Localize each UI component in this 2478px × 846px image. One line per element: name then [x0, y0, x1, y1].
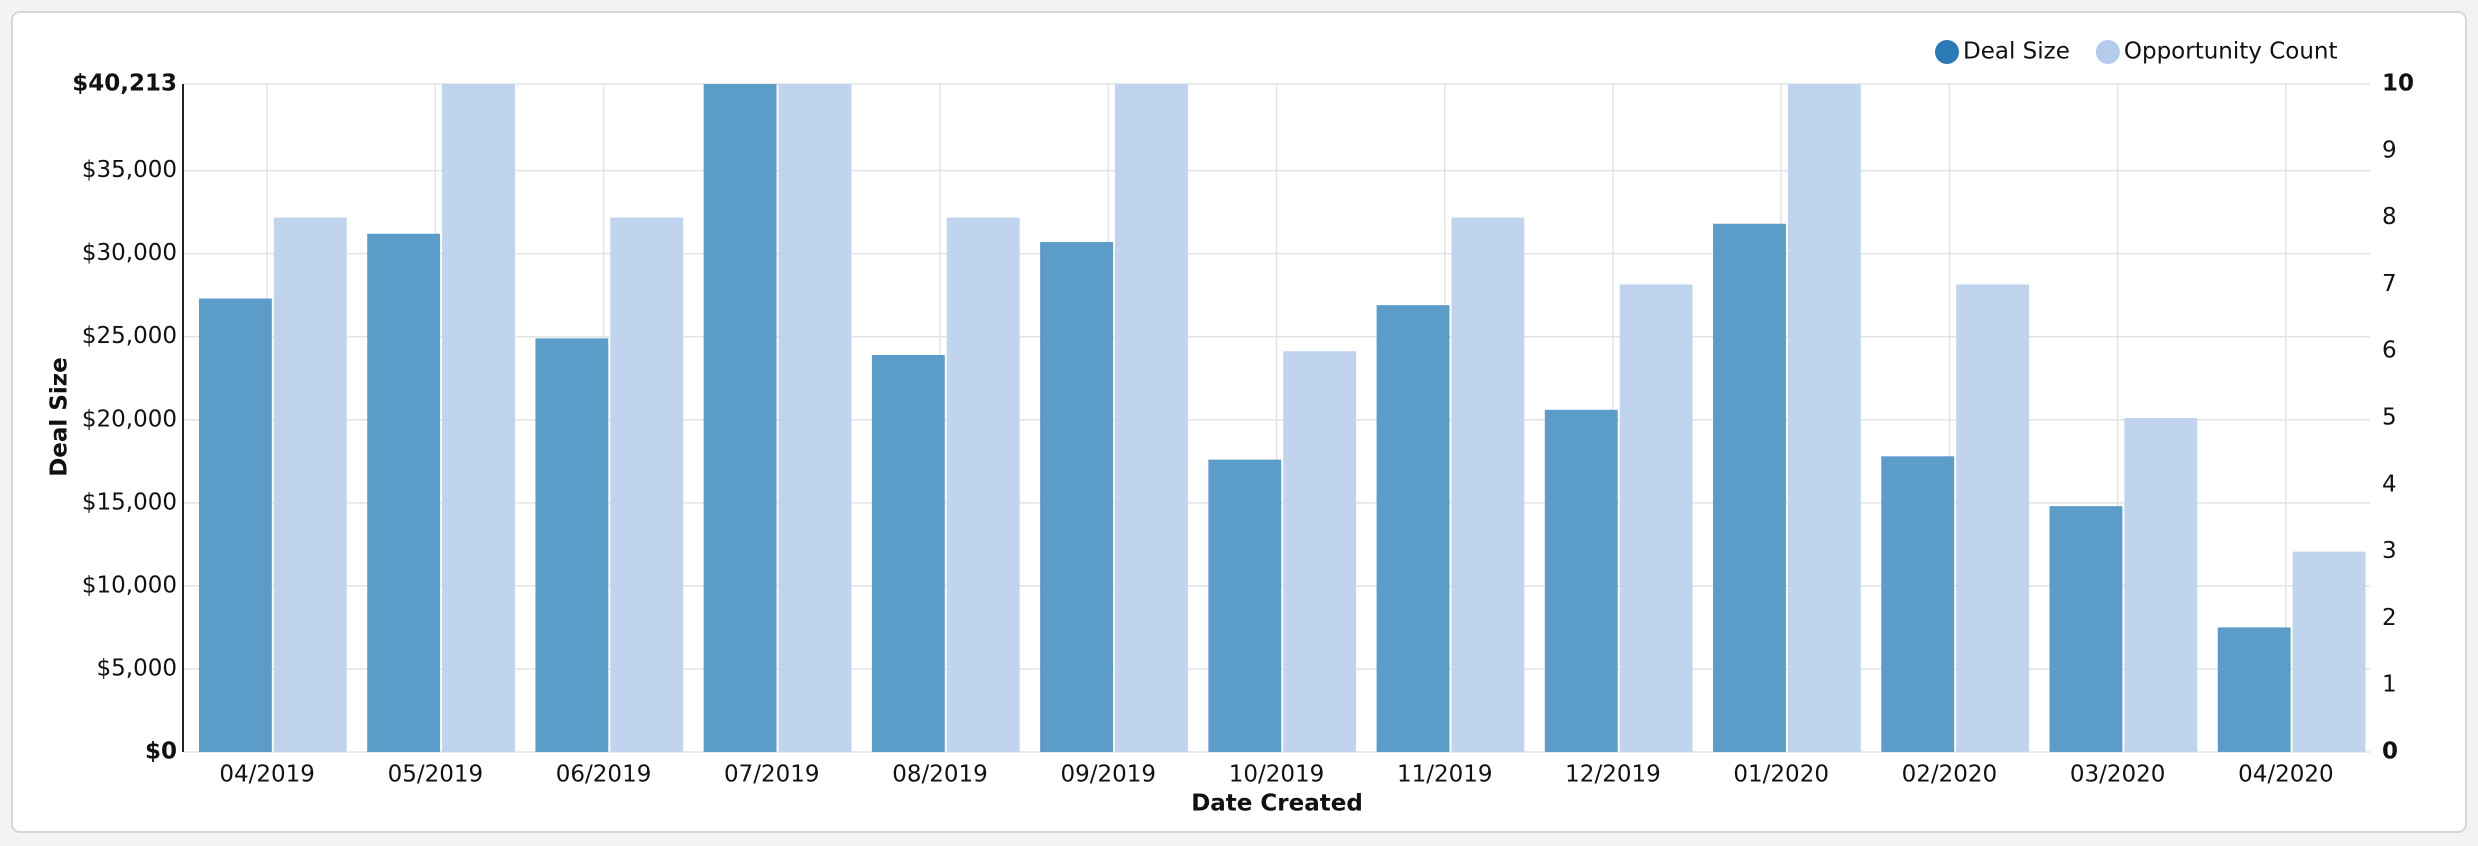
- x-tick-label: 12/2019: [1565, 762, 1661, 788]
- bar: [2217, 627, 2291, 752]
- bar: [2049, 506, 2123, 752]
- y2-tick-label: 6: [2382, 338, 2397, 364]
- bar: [1544, 409, 1618, 752]
- y2-tick-label: 1: [2382, 672, 2397, 698]
- bar: [2124, 418, 2198, 752]
- x-tick-label: 01/2020: [1733, 762, 1829, 788]
- bar: [1376, 305, 1450, 752]
- y-tick-label: $35,000: [82, 157, 177, 183]
- x-tick-label: 11/2019: [1397, 762, 1493, 788]
- bar: [198, 298, 272, 752]
- y-tick-label: $40,213: [72, 71, 177, 97]
- y-tick-label: $20,000: [82, 406, 177, 432]
- x-tick-label: 04/2020: [2238, 762, 2334, 788]
- x-axis-title: Date Created: [1191, 791, 1363, 817]
- bar: [1956, 284, 2030, 752]
- y2-tick-label: 7: [2382, 271, 2397, 297]
- y2-tick-label: 10: [2382, 71, 2414, 97]
- x-tick-label: 10/2019: [1229, 762, 1325, 788]
- bar: [871, 354, 945, 752]
- bar: [1040, 242, 1113, 752]
- legend-swatch: [2095, 40, 2120, 64]
- bar: [1713, 223, 1786, 752]
- y-tick-label: $10,000: [82, 572, 177, 598]
- legend-label: Deal Size: [1963, 39, 2070, 65]
- bar: [1619, 284, 1693, 752]
- x-tick-label: 03/2020: [2070, 762, 2166, 788]
- bar: [1283, 351, 1357, 752]
- y2-tick-label: 3: [2382, 538, 2397, 564]
- bar: [1787, 84, 1861, 752]
- y2-tick-label: 2: [2382, 605, 2397, 631]
- legend-label: Opportunity Count: [2124, 39, 2338, 65]
- bar: [2292, 551, 2366, 752]
- x-tick-label: 02/2020: [1902, 762, 1998, 788]
- y-tick-label: $30,000: [82, 240, 177, 266]
- y-tick-label: $5,000: [97, 655, 177, 681]
- bar: [946, 217, 1020, 753]
- y2-tick-label: 9: [2382, 137, 2397, 163]
- y2-tick-label: 0: [2382, 739, 2398, 765]
- y2-tick-label: 4: [2382, 471, 2397, 497]
- bar: [273, 217, 347, 753]
- bar: [367, 233, 441, 752]
- bar: [1881, 456, 1955, 752]
- bar: [703, 84, 777, 752]
- bar: [610, 217, 684, 753]
- bar: [778, 84, 852, 752]
- bar: [1451, 217, 1525, 753]
- y-axis-title: Deal Size: [47, 357, 73, 477]
- x-tick-label: 05/2019: [388, 762, 484, 788]
- x-tick-label: 07/2019: [724, 762, 820, 788]
- bar: [535, 338, 609, 752]
- bar: [1208, 459, 1282, 752]
- legend-swatch: [1935, 40, 1959, 64]
- x-tick-label: 06/2019: [556, 762, 652, 788]
- x-tick-label: 09/2019: [1060, 762, 1156, 788]
- x-tick-label: 04/2019: [219, 762, 315, 788]
- y-tick-label: $25,000: [82, 323, 177, 349]
- y-tick-label: $0: [145, 739, 177, 765]
- y2-tick-label: 5: [2382, 405, 2397, 431]
- bar: [1114, 84, 1188, 752]
- y-tick-label: $15,000: [82, 489, 177, 515]
- y2-tick-label: 8: [2382, 204, 2397, 230]
- bar: [442, 84, 515, 752]
- x-tick-label: 08/2019: [892, 762, 988, 788]
